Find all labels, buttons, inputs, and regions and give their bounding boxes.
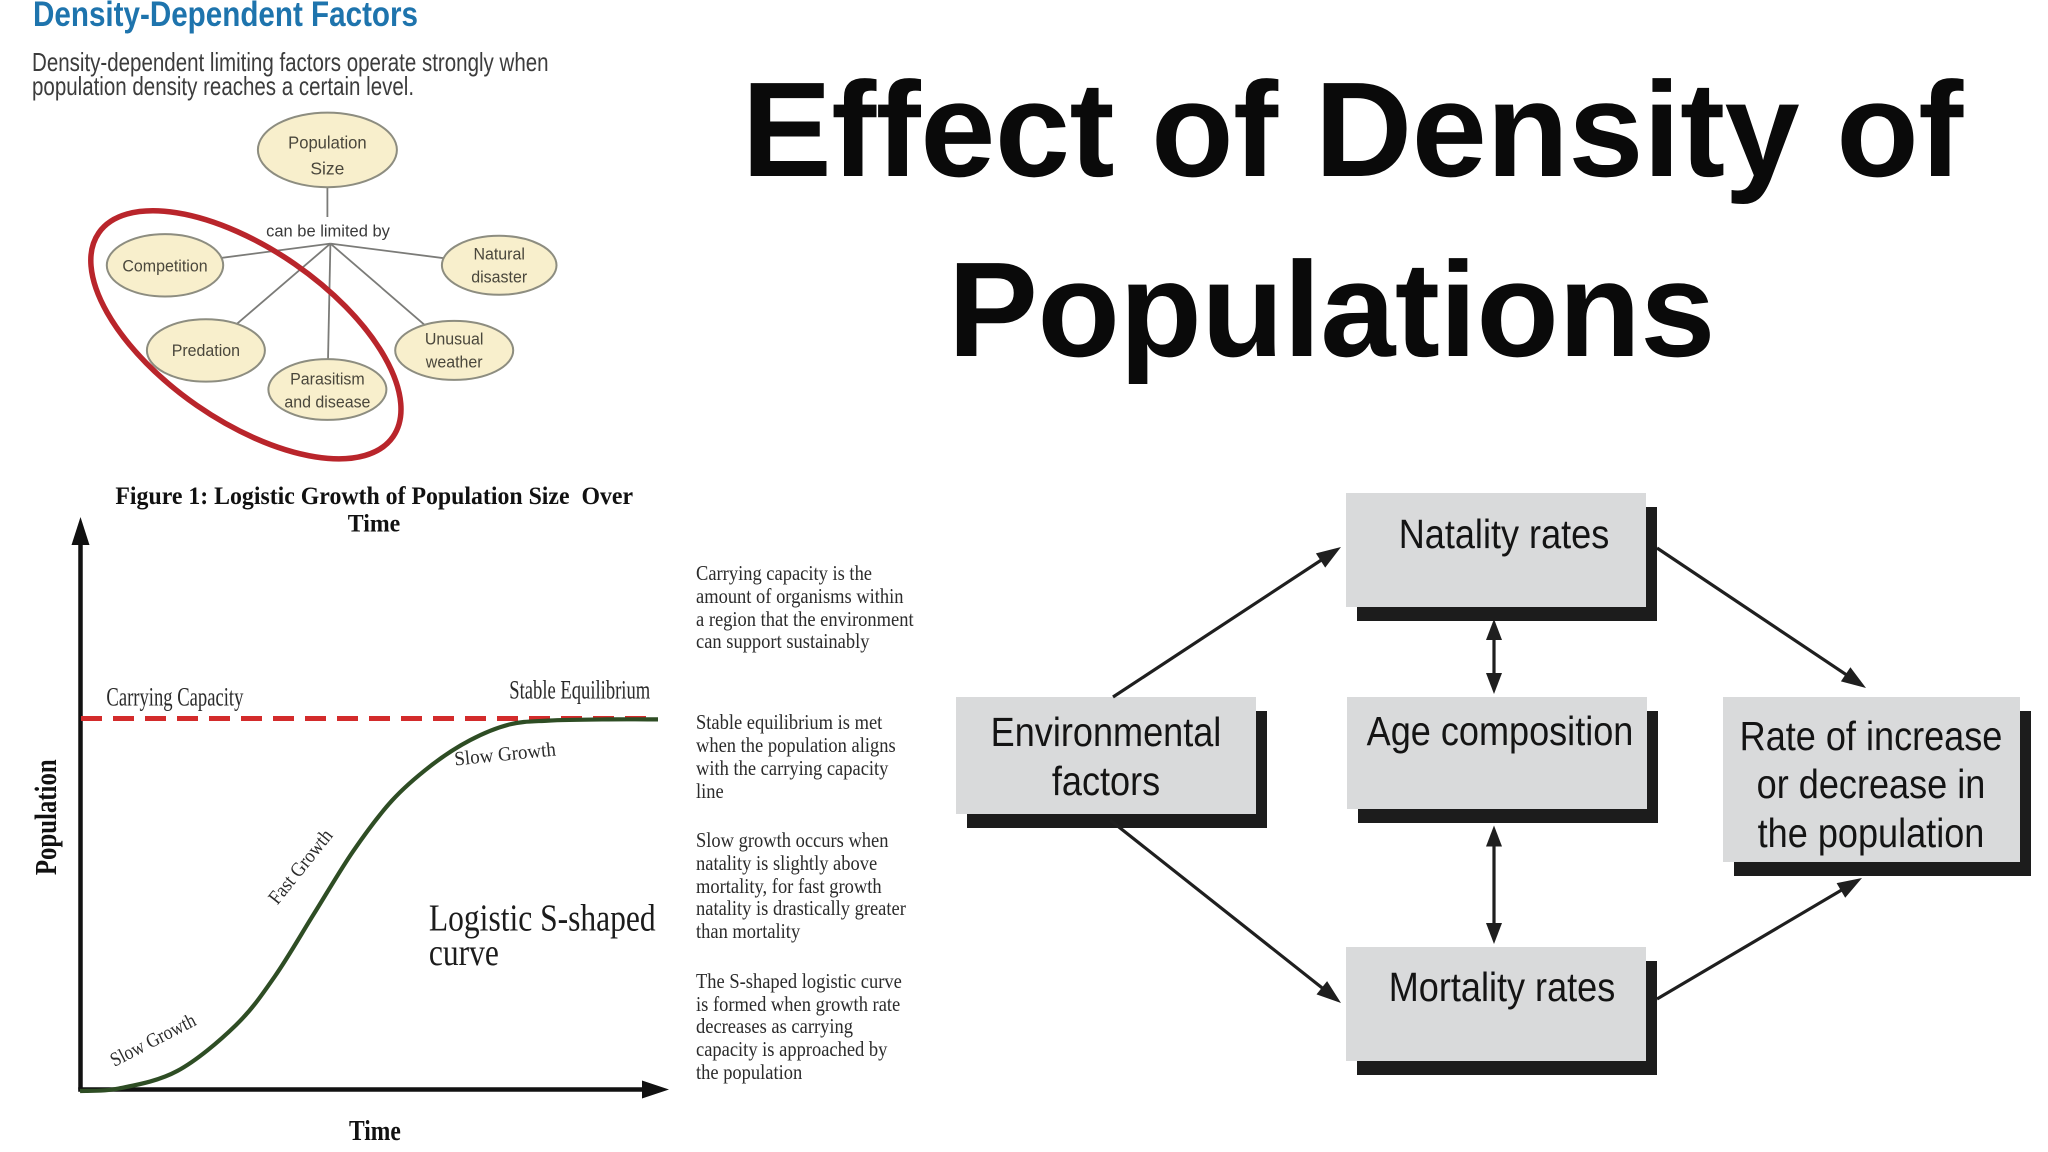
svg-text:Carrying Capacity: Carrying Capacity (106, 683, 244, 712)
svg-text:Slow Growth: Slow Growth (453, 739, 557, 771)
svg-text:Time: Time (348, 510, 401, 538)
svg-text:can be limited by: can be limited by (266, 222, 391, 240)
svg-text:Stable Equilibrium: Stable Equilibrium (509, 676, 650, 705)
svg-text:Size: Size (310, 158, 344, 178)
svg-text:Logistic S-shaped: Logistic S-shaped (429, 897, 656, 939)
svg-text:and disease: and disease (284, 393, 370, 412)
svg-text:curve: curve (429, 931, 499, 973)
svg-text:Predation: Predation (172, 342, 240, 361)
svg-text:weather: weather (425, 353, 483, 372)
svg-text:Population: Population (29, 759, 63, 875)
svg-text:Figure 1: Logistic Growth of P: Figure 1: Logistic Growth of Population … (115, 483, 633, 511)
svg-text:Slow Growth: Slow Growth (107, 1009, 201, 1072)
svg-text:Population: Population (288, 133, 366, 152)
svg-text:Parasitism: Parasitism (290, 370, 365, 389)
svg-text:disaster: disaster (471, 268, 527, 287)
svg-text:Unusual: Unusual (425, 330, 484, 349)
svg-text:Natural: Natural (473, 245, 524, 264)
svg-text:Competition: Competition (122, 257, 207, 276)
svg-text:Time: Time (349, 1115, 401, 1146)
